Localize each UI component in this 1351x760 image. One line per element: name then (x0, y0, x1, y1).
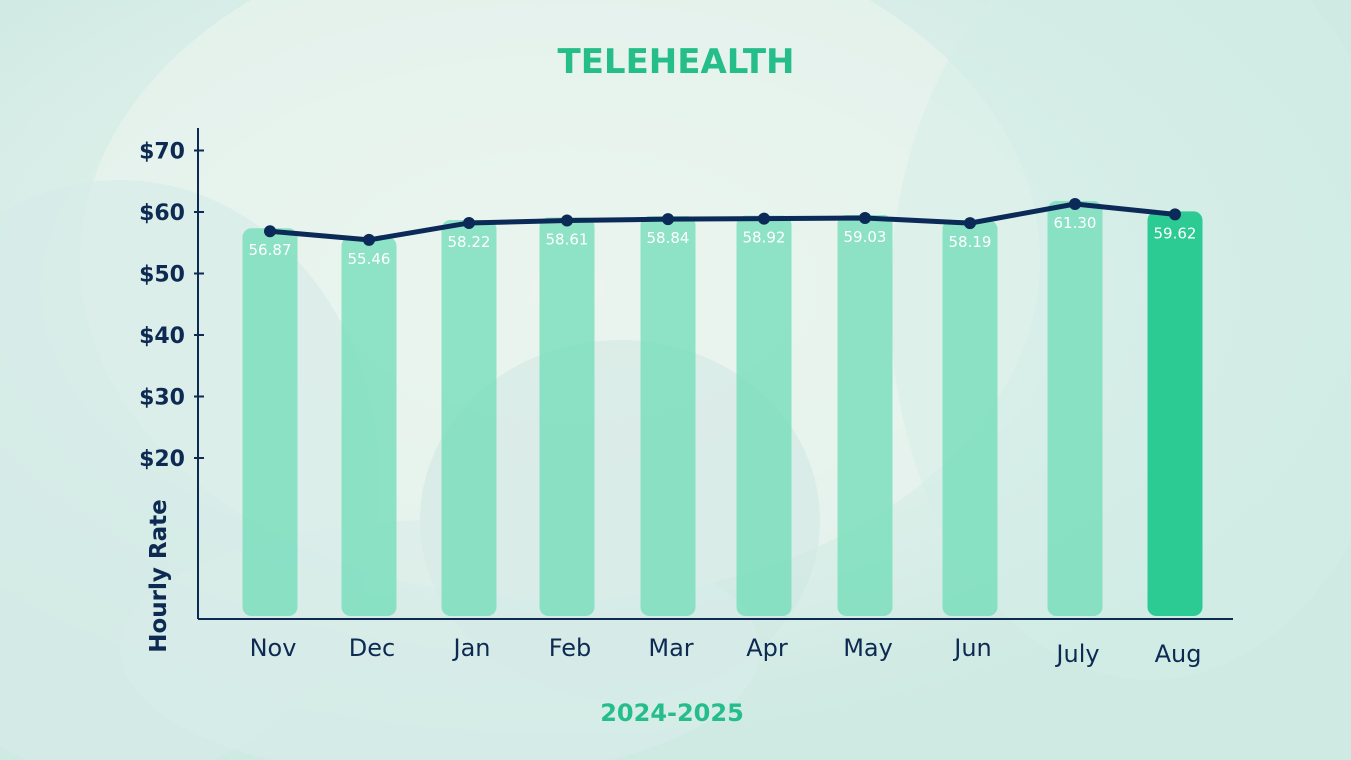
line-point-jan (463, 216, 475, 229)
rate-line-path (267, 201, 1178, 243)
y-axis-label: Hourly Rate (146, 499, 172, 652)
line-point-july (1069, 198, 1081, 211)
x-tick-label-mar: Mar (648, 634, 693, 662)
line-point-may (859, 211, 871, 224)
y-tick-label: $30 (139, 386, 185, 411)
value-label-aug: 59.62 (1154, 224, 1197, 242)
x-tick-label-feb: Feb (549, 634, 592, 662)
line-point-mar (662, 213, 674, 226)
value-label-july: 61.30 (1054, 214, 1097, 232)
y-axis-ticks: $20 $30 $40 $50 $60 $70 (139, 140, 204, 472)
bar-july (1047, 201, 1103, 616)
chart-title: TELEHEALTH (558, 42, 795, 82)
x-tick-label-aug: Aug (1155, 640, 1202, 668)
x-tick-label-jun: Jun (952, 634, 992, 662)
y-tick-label: $60 (139, 201, 185, 226)
bar-nov (242, 228, 298, 616)
value-label-may: 59.03 (844, 228, 887, 246)
line-point-feb (561, 214, 573, 227)
value-labels: 56.87 55.46 58.22 58.61 58.84 58.92 59.03 58.19… (249, 214, 1197, 268)
x-tick-label-nov: Nov (250, 634, 297, 662)
x-axis-labels: Nov Dec Jan Feb Mar Apr May Jun July Aug (250, 634, 1202, 668)
y-tick-label: $70 (139, 140, 185, 165)
y-tick-label: $40 (139, 324, 185, 349)
value-label-apr: 58.92 (743, 229, 786, 247)
line-point-nov (264, 225, 276, 238)
line-point-jun (964, 217, 976, 230)
value-label-nov: 56.87 (249, 241, 292, 259)
value-label-feb: 58.61 (546, 231, 589, 249)
y-tick-label: $20 (139, 447, 185, 472)
value-label-mar: 58.84 (647, 229, 690, 247)
x-axis-label: 2024-2025 (600, 699, 744, 727)
bar-apr (736, 215, 792, 616)
bar-feb (539, 217, 595, 616)
y-tick-label: $50 (139, 263, 185, 288)
rate-line (264, 198, 1181, 246)
x-tick-label-apr: Apr (746, 634, 788, 662)
bar-jan (441, 219, 497, 616)
value-label-jun: 58.19 (949, 233, 992, 251)
value-label-jan: 58.22 (448, 233, 491, 251)
bar-mar (640, 216, 696, 616)
x-tick-label-dec: Dec (349, 634, 395, 662)
bar-may (837, 214, 893, 616)
bar-aug (1147, 211, 1203, 616)
x-tick-label-may: May (843, 634, 893, 662)
line-point-apr (758, 212, 770, 225)
line-point-aug (1169, 208, 1181, 221)
x-tick-label-jan: Jan (452, 634, 491, 662)
bar-jun (942, 220, 998, 616)
bar-dec (341, 236, 397, 616)
value-label-dec: 55.46 (348, 250, 391, 268)
x-tick-label-july: July (1054, 640, 1099, 668)
line-point-dec (363, 233, 375, 246)
bars (242, 201, 1203, 616)
